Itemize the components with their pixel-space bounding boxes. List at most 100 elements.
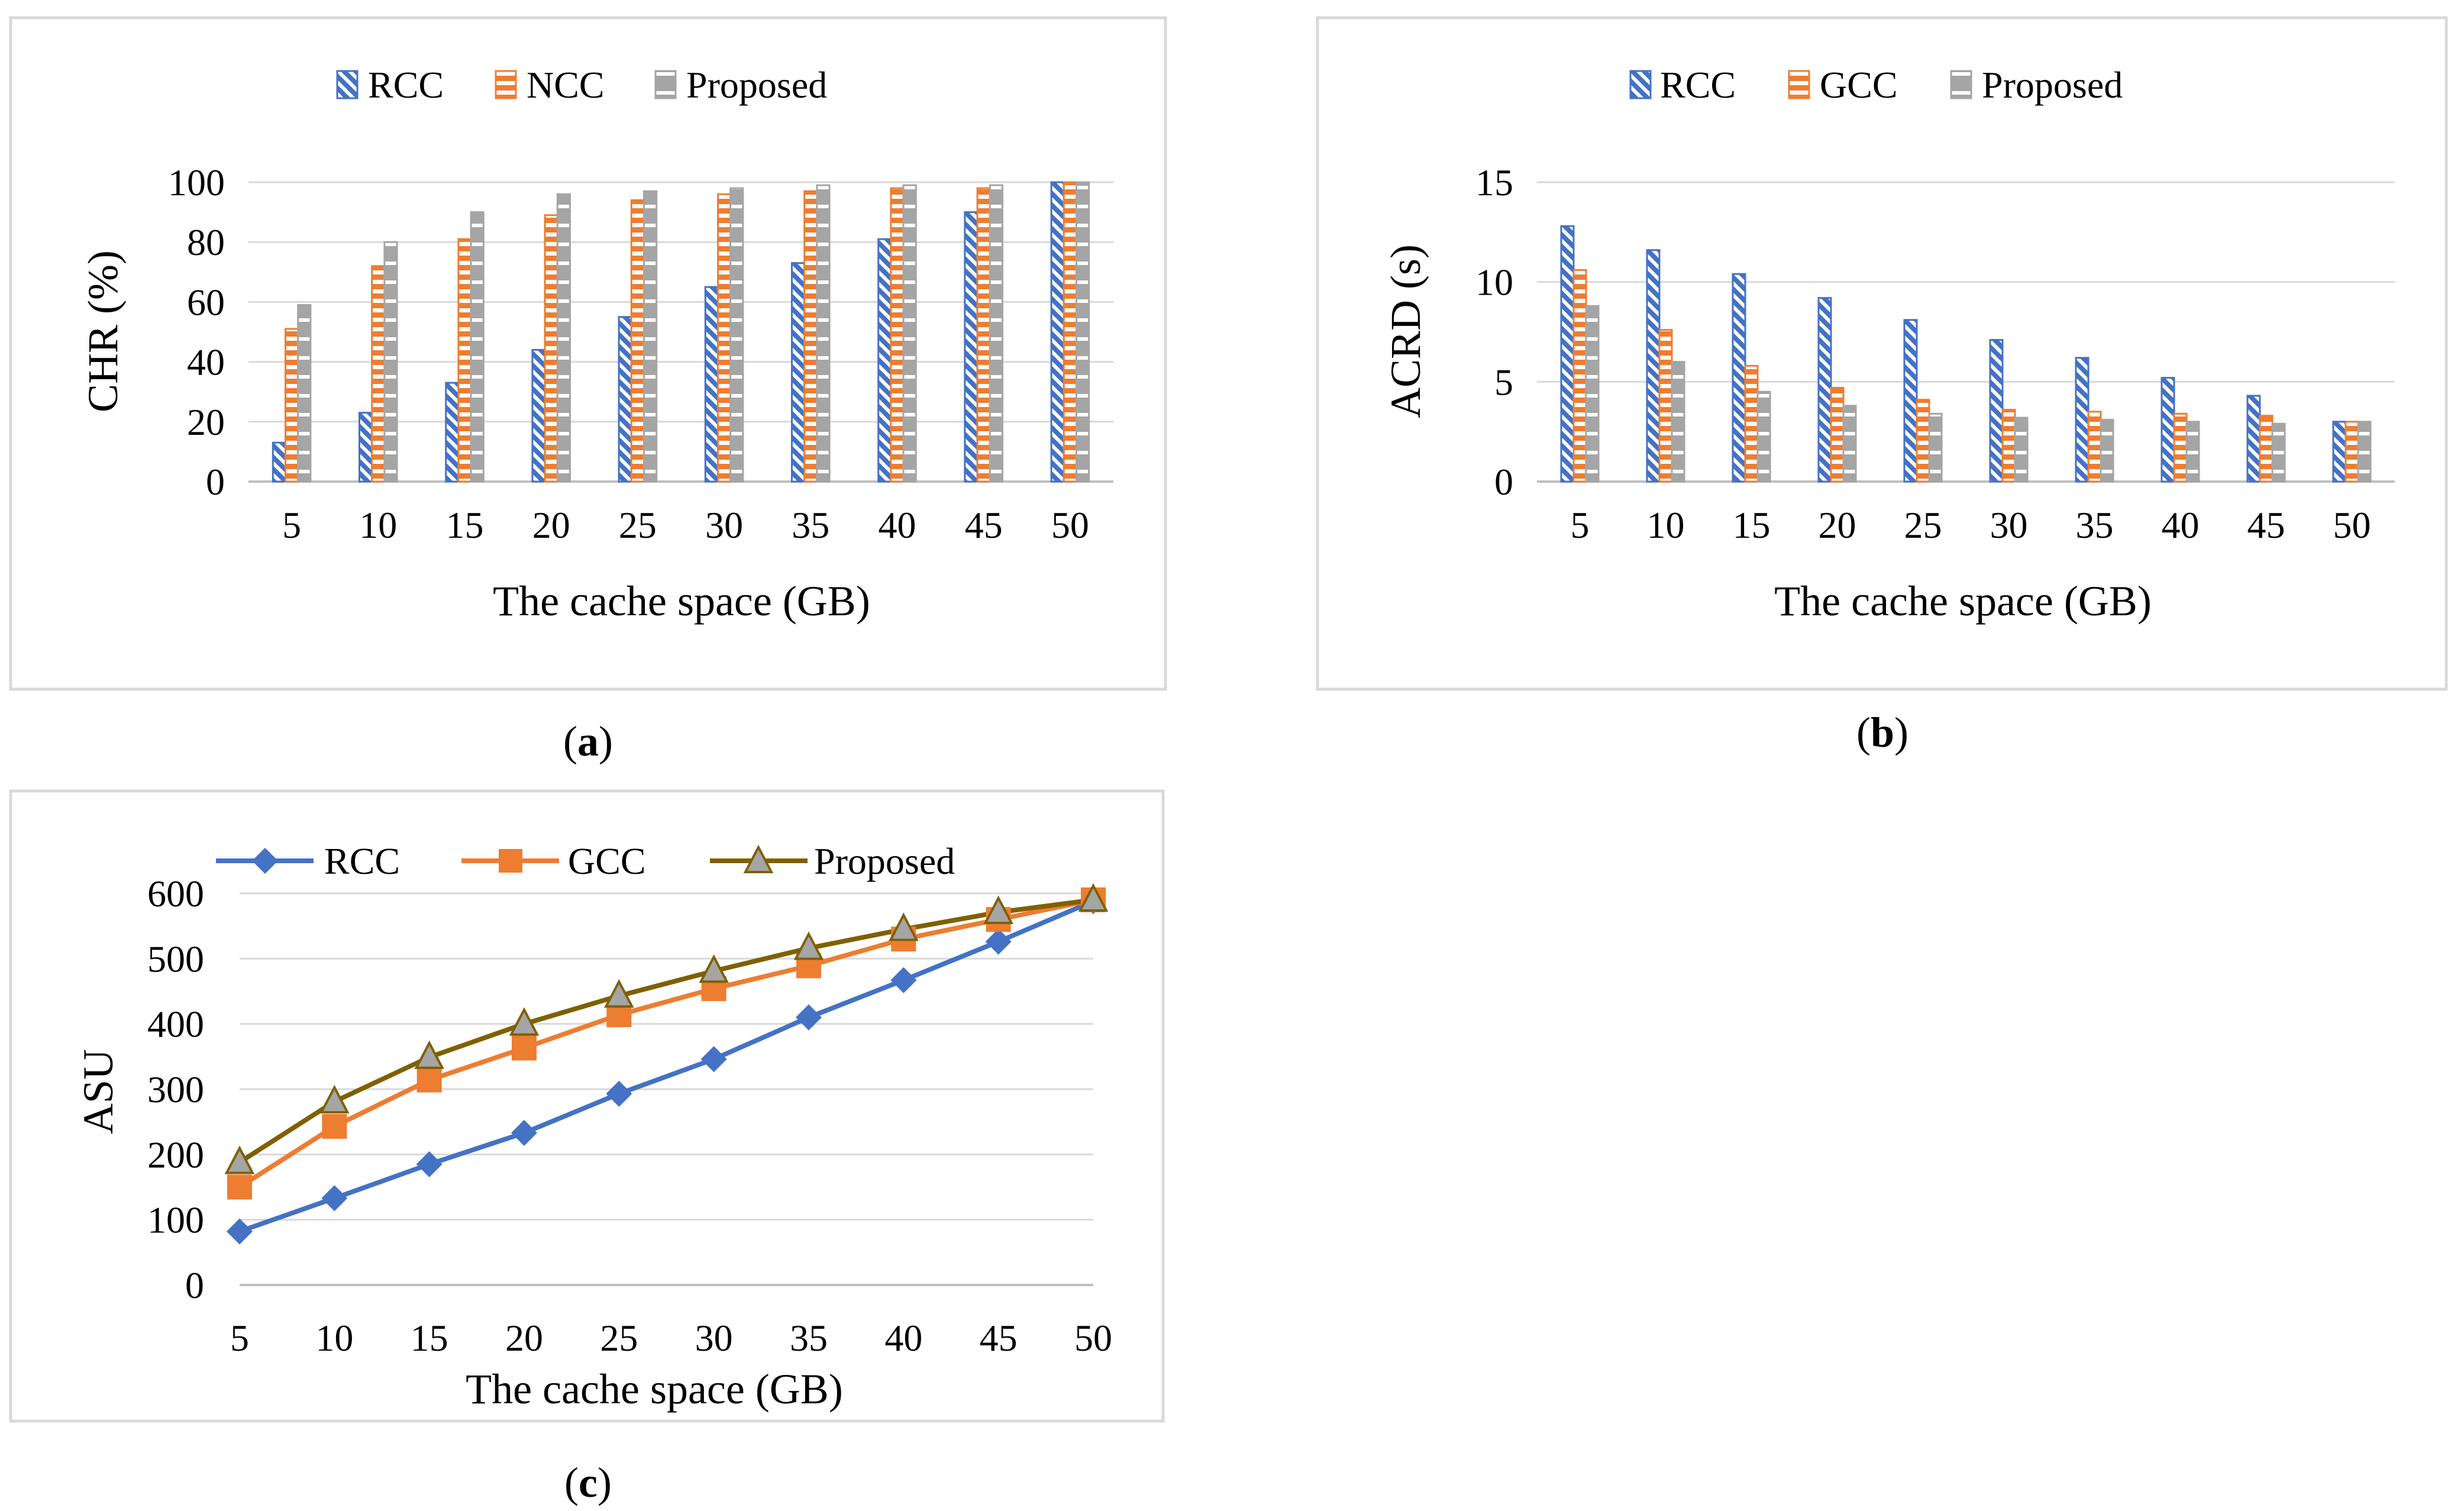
marker-rcc-5 xyxy=(227,1218,253,1245)
marker-rcc-20 xyxy=(511,1119,537,1146)
panel-caption-b: (b) xyxy=(1856,709,1908,756)
chart-frame-b xyxy=(1316,16,2448,691)
x-tick-label: 30 xyxy=(1990,504,2028,546)
marker-proposed-50 xyxy=(1078,883,1109,912)
y-tick-label: 100 xyxy=(168,162,225,204)
x-tick-label: 45 xyxy=(2247,504,2285,546)
bar-rcc-40 xyxy=(2161,377,2175,483)
marker-proposed-30 xyxy=(699,954,729,983)
bar-rcc-30 xyxy=(704,286,719,483)
bar-proposed-30 xyxy=(729,187,744,483)
bar-rcc-35 xyxy=(2075,357,2090,483)
x-tick-label: 30 xyxy=(695,1317,733,1359)
legend-marker-gcc xyxy=(499,849,522,873)
x-tick-label: 5 xyxy=(282,504,301,546)
bar-gcc-30 xyxy=(2001,409,2016,483)
bar-rcc-10 xyxy=(1646,249,1661,483)
y-tick-labels-a: 0 20 40 60 80 100 xyxy=(168,162,225,503)
marker-proposed-45 xyxy=(983,895,1013,924)
y-tick-label: 0 xyxy=(185,1264,204,1306)
y-tick-label: 0 xyxy=(206,461,225,503)
y-tick-label: 100 xyxy=(147,1199,204,1241)
y-tick-label: 15 xyxy=(1475,162,1513,204)
bar-proposed-10 xyxy=(383,241,398,483)
x-tick-label: 10 xyxy=(315,1317,353,1359)
x-tick-label: 5 xyxy=(230,1317,249,1359)
x-axis-title-c: The cache space (GB) xyxy=(466,1365,843,1413)
legend-label-ncc: NCC xyxy=(527,64,605,106)
y-axis-title-a: CHR (%) xyxy=(79,250,127,412)
marker-gcc-15 xyxy=(416,1067,442,1093)
legend-b: RCC GCC Proposed xyxy=(1629,64,2123,106)
bar-proposed-5 xyxy=(297,304,312,483)
legend-swatch-gcc xyxy=(1788,70,1810,99)
y-tick-label: 10 xyxy=(1475,261,1513,304)
bar-gcc-25 xyxy=(1916,399,1930,483)
y-tick-labels-c: 0 100 200 300 400 500 600 xyxy=(147,873,204,1306)
marker-gcc-20 xyxy=(512,1035,537,1061)
x-axis-title-a: The cache space (GB) xyxy=(493,577,870,625)
chart-frame-a xyxy=(9,16,1167,691)
x-tick-label: 5 xyxy=(1571,504,1590,546)
bar-rcc-50 xyxy=(2332,421,2347,483)
bar-rcc-45 xyxy=(964,211,979,483)
line-proposed xyxy=(238,897,1094,1164)
chart-panel-a: RCC NCC Proposed 0 20 40 60 80 100 5 10 15 20 25 3… xyxy=(9,16,1167,691)
marker-proposed-5 xyxy=(224,1145,255,1174)
bar-gcc-20 xyxy=(1830,386,1845,483)
bar-gcc-15 xyxy=(1744,364,1759,483)
bar-ncc-50 xyxy=(1063,181,1077,483)
marker-rcc-30 xyxy=(700,1046,727,1073)
bar-proposed-45 xyxy=(989,184,1003,483)
bar-proposed-40 xyxy=(902,184,917,483)
x-tick-labels-c: 5 10 15 20 25 30 35 40 45 50 xyxy=(230,1317,1112,1359)
y-tick-labels-b: 0 5 10 15 xyxy=(1475,162,1513,503)
bar-rcc-10 xyxy=(359,412,373,483)
bar-gcc-10 xyxy=(1658,329,1673,483)
x-tick-label: 25 xyxy=(600,1317,638,1359)
marker-proposed-35 xyxy=(793,931,824,960)
x-tick-label: 20 xyxy=(532,504,570,546)
x-tick-label: 10 xyxy=(359,504,397,546)
bar-proposed-25 xyxy=(642,190,658,483)
panel-caption-a: (a) xyxy=(563,718,613,765)
x-tick-label: 25 xyxy=(619,504,657,546)
legend-marker-proposed xyxy=(743,844,774,873)
legend-swatch-proposed xyxy=(1950,70,1972,99)
marker-rcc-25 xyxy=(606,1080,632,1107)
bars-b xyxy=(1560,225,2372,483)
bar-rcc-40 xyxy=(877,238,892,483)
line-gcc xyxy=(238,897,1094,1189)
legend-label-rcc: RCC xyxy=(368,64,444,106)
legend-a: RCC NCC Proposed xyxy=(336,64,827,106)
bar-ncc-35 xyxy=(803,190,818,483)
x-tick-label: 40 xyxy=(879,504,916,546)
y-tick-label: 300 xyxy=(147,1068,204,1110)
bar-proposed-50 xyxy=(1075,181,1090,483)
y-tick-label: 80 xyxy=(187,221,225,263)
legend-label-proposed: Proposed xyxy=(1982,64,2123,106)
legend-swatch-ncc xyxy=(495,70,517,99)
x-tick-label: 15 xyxy=(411,1317,448,1359)
marker-proposed-10 xyxy=(319,1084,350,1113)
y-axis-title-b: ACRD (s) xyxy=(1382,244,1429,418)
marker-proposed-40 xyxy=(889,912,919,941)
marker-gcc-10 xyxy=(322,1113,347,1139)
chart-frame-c xyxy=(9,789,1165,1423)
bar-ncc-5 xyxy=(285,328,299,483)
marker-proposed-15 xyxy=(414,1040,444,1069)
bar-rcc-20 xyxy=(531,348,546,483)
legend-label-gcc: GCC xyxy=(1820,64,1898,106)
legend-label-rcc: RCC xyxy=(324,840,400,882)
y-tick-label: 500 xyxy=(147,938,204,980)
bar-ncc-15 xyxy=(457,238,472,483)
bar-proposed-15 xyxy=(470,211,485,483)
marker-rcc-15 xyxy=(416,1151,443,1177)
marker-proposed-25 xyxy=(604,979,634,1008)
y-tick-label: 5 xyxy=(1494,361,1513,403)
x-tick-label: 40 xyxy=(2162,504,2200,546)
bar-gcc-5 xyxy=(1572,269,1587,483)
bar-proposed-40 xyxy=(2185,421,2200,483)
bar-gcc-45 xyxy=(2259,415,2274,483)
